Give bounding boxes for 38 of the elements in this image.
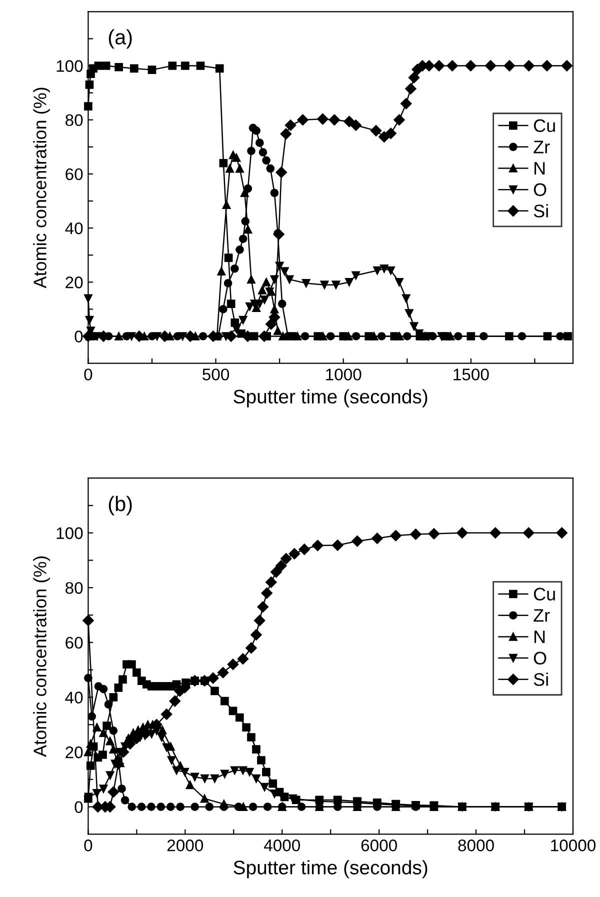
y-tick-label: 0 xyxy=(74,330,83,342)
y-tick-label: 80 xyxy=(66,114,83,126)
x-tick-label: 10000 xyxy=(551,840,596,852)
x-tick-label: 4000 xyxy=(264,840,300,852)
legend-label: Zr xyxy=(534,609,550,622)
x-tick-label: 0 xyxy=(84,840,92,852)
y-tick-label: 40 xyxy=(65,692,83,704)
annotation: (b) xyxy=(108,496,132,516)
x-tick-label: 0 xyxy=(84,368,92,380)
y-tick-label: 20 xyxy=(66,276,83,288)
y-tick-label: 40 xyxy=(65,222,83,234)
x-tick-label: 500 xyxy=(202,368,230,380)
x-tick-label: 6000 xyxy=(361,840,397,852)
legend-label: Cu xyxy=(534,119,555,132)
y-tick-label: 0 xyxy=(74,801,83,814)
legend-label: Cu xyxy=(534,588,555,601)
y-tick-label: 20 xyxy=(66,746,83,758)
x-axis-title: Sputter time (seconds) xyxy=(234,860,428,878)
annotation: (a) xyxy=(108,29,132,49)
y-tick-label: 80 xyxy=(66,582,83,594)
x-tick-label: 1000 xyxy=(326,368,362,380)
y-tick-label: 60 xyxy=(66,168,83,180)
legend-label: N xyxy=(534,630,545,644)
legend-label: O xyxy=(534,183,546,196)
legend-label: O xyxy=(534,652,546,665)
x-tick-label: 1500 xyxy=(454,368,489,380)
x-tick-label: 8000 xyxy=(458,840,494,852)
x-axis-title: Sputter time (seconds) xyxy=(234,389,428,408)
legend-label: Si xyxy=(534,204,548,218)
legend-label: Zr xyxy=(534,140,550,154)
y-tick-label: 100 xyxy=(56,60,83,72)
y-tick-label: 100 xyxy=(56,527,83,540)
legend-label: Si xyxy=(534,672,548,686)
y-tick-label: 60 xyxy=(66,636,83,649)
x-tick-label: 2000 xyxy=(167,840,204,852)
y-axis-title: Atomic concentration (%) xyxy=(33,556,50,757)
legend-label: N xyxy=(534,162,545,175)
y-axis-title: Atomic concentration (%) xyxy=(33,88,50,288)
